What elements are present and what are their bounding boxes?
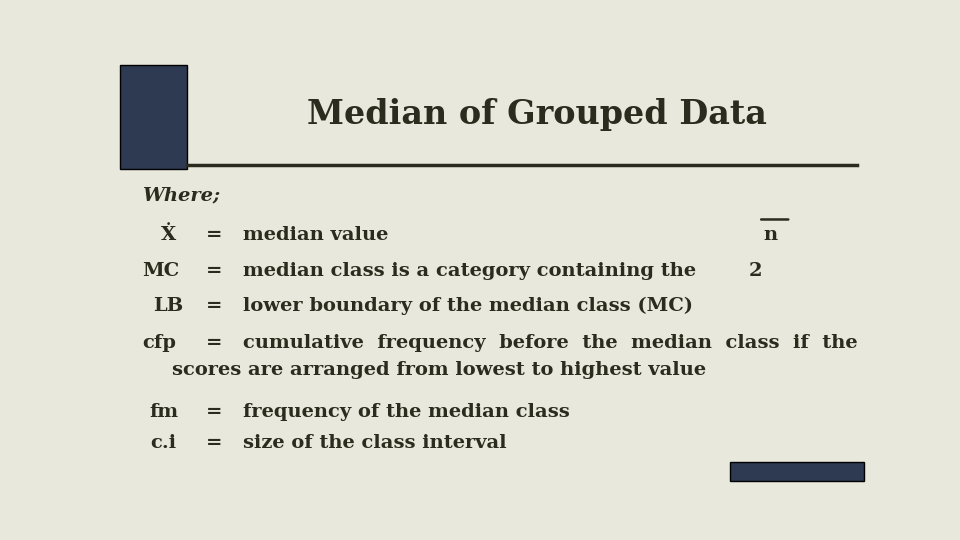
Text: n: n xyxy=(763,226,778,244)
Text: =: = xyxy=(205,226,222,244)
FancyBboxPatch shape xyxy=(730,462,864,481)
Text: size of the class interval: size of the class interval xyxy=(243,434,506,452)
Text: =: = xyxy=(205,297,222,315)
Text: =: = xyxy=(205,334,222,353)
Text: lower boundary of the median class (MC): lower boundary of the median class (MC) xyxy=(243,297,693,315)
Text: 2: 2 xyxy=(749,261,762,280)
Text: cumulative  frequency  before  the  median  class  if  the: cumulative frequency before the median c… xyxy=(243,334,857,353)
Text: =: = xyxy=(205,261,222,280)
Text: =: = xyxy=(205,434,222,452)
Text: Median of Grouped Data: Median of Grouped Data xyxy=(306,98,767,131)
Text: median value: median value xyxy=(243,226,388,244)
Text: Where;: Where; xyxy=(142,187,221,205)
Text: c.i: c.i xyxy=(150,434,176,452)
Text: Ẋ: Ẋ xyxy=(161,226,177,244)
Text: =: = xyxy=(205,403,222,421)
FancyBboxPatch shape xyxy=(120,65,187,168)
Text: MC: MC xyxy=(142,261,180,280)
Text: scores are arranged from lowest to highest value: scores are arranged from lowest to highe… xyxy=(172,361,707,380)
Text: LB: LB xyxy=(154,297,183,315)
Text: fm: fm xyxy=(150,403,179,421)
Text: median class is a category containing the: median class is a category containing th… xyxy=(243,261,696,280)
Text: frequency of the median class: frequency of the median class xyxy=(243,403,569,421)
Text: cfp: cfp xyxy=(142,334,177,353)
